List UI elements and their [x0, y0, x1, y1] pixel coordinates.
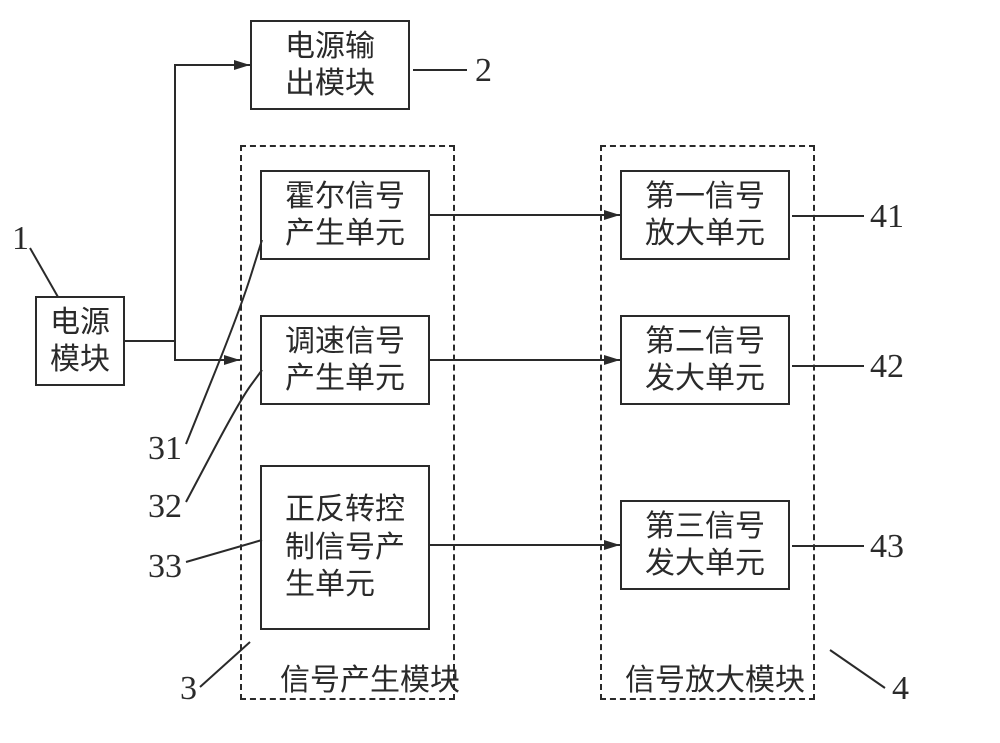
label-43: 43	[870, 528, 904, 566]
signal-gen-caption: 信号产生模块	[280, 655, 460, 699]
label-41: 41	[870, 198, 904, 236]
amp2-text: 第二信号 发大单元	[645, 323, 765, 398]
speed-unit-box: 调速信号 产生单元	[260, 315, 430, 405]
label-32: 32	[148, 488, 182, 526]
speed-unit-text: 调速信号 产生单元	[285, 323, 405, 398]
amp3-text: 第三信号 发大单元	[645, 508, 765, 583]
amp1-text: 第一信号 放大单元	[645, 178, 765, 253]
signal-amp-caption: 信号放大模块	[625, 655, 805, 699]
amp2-box: 第二信号 发大单元	[620, 315, 790, 405]
label-3: 3	[180, 670, 197, 708]
label-31: 31	[148, 430, 182, 468]
dir-unit-text: 正反转控 制信号产 生单元	[285, 491, 405, 604]
connectors-overlay	[0, 0, 1000, 743]
power-output-box: 电源输 出模块	[250, 20, 410, 110]
label-1: 1	[12, 220, 29, 258]
power-output-text: 电源输 出模块	[285, 28, 375, 103]
amp3-box: 第三信号 发大单元	[620, 500, 790, 590]
label-42: 42	[870, 348, 904, 386]
amp1-box: 第一信号 放大单元	[620, 170, 790, 260]
power-module-box: 电源 模块	[35, 296, 125, 386]
diagram-canvas: 电源 模块 电源输 出模块 霍尔信号 产生单元 调速信号 产生单元 正反转控 制…	[0, 0, 1000, 743]
label-4: 4	[892, 670, 909, 708]
hall-unit-box: 霍尔信号 产生单元	[260, 170, 430, 260]
hall-unit-text: 霍尔信号 产生单元	[285, 178, 405, 253]
power-module-text: 电源 模块	[50, 304, 110, 379]
dir-unit-box: 正反转控 制信号产 生单元	[260, 465, 430, 630]
label-33: 33	[148, 548, 182, 586]
label-2: 2	[475, 52, 492, 90]
